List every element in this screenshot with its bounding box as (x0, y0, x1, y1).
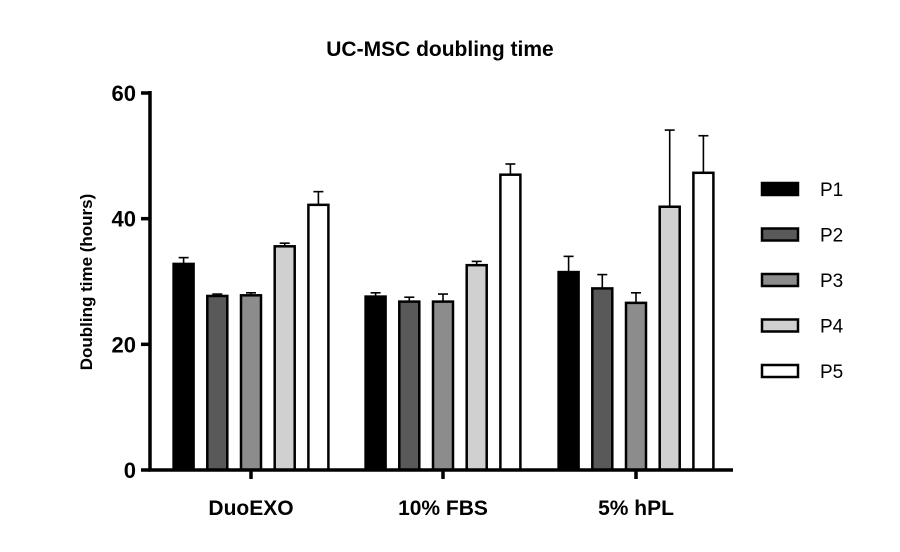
chart-title: UC-MSC doubling time (326, 38, 553, 61)
bar-p5-1 (499, 173, 522, 472)
bar-p3-1 (431, 300, 455, 472)
bar-p5-2 (692, 171, 715, 472)
legend-label-p4: P4 (820, 317, 844, 338)
bar-p5-0 (307, 203, 330, 472)
x-tick-label: 5% hPL (598, 497, 674, 520)
legend-label-p2: P2 (820, 226, 843, 247)
bar-p1-2 (557, 270, 580, 472)
bar-p2-0 (206, 294, 229, 472)
bar-p2-1 (398, 300, 421, 472)
bar-p3-0 (239, 294, 263, 472)
plot-area: 0 20 40 60 DuoEXO 10% FBS 5% hPL (112, 81, 733, 520)
bar-p1-0 (172, 262, 195, 472)
legend-label-p5: P5 (820, 362, 843, 383)
y-tick-label: 0 (124, 458, 136, 483)
x-tick-label: 10% FBS (398, 497, 488, 520)
bar-p4-2 (658, 205, 681, 472)
bar-p1-1 (364, 295, 387, 472)
legend-label-p1: P1 (820, 180, 843, 201)
legend-label-p3: P3 (820, 271, 843, 292)
legend-swatch-p1 (760, 181, 800, 197)
legend: P1 P2 P3 P4 P5 (760, 180, 844, 383)
y-tick-label: 20 (112, 332, 136, 357)
legend-swatch-p4 (760, 318, 800, 333)
y-axis-label: Doubling time (hours) (77, 194, 96, 371)
bar-p2-2 (591, 287, 614, 472)
x-tick-label: DuoEXO (208, 497, 293, 520)
y-tick-label: 40 (112, 207, 136, 232)
legend-swatch-p2 (760, 227, 800, 242)
legend-swatch-p3 (760, 272, 800, 288)
bar-p4-0 (273, 245, 296, 472)
y-tick-label: 60 (112, 81, 136, 106)
bar-p3-2 (624, 301, 648, 472)
legend-swatch-p5 (760, 363, 800, 379)
bar-p4-1 (465, 263, 488, 472)
